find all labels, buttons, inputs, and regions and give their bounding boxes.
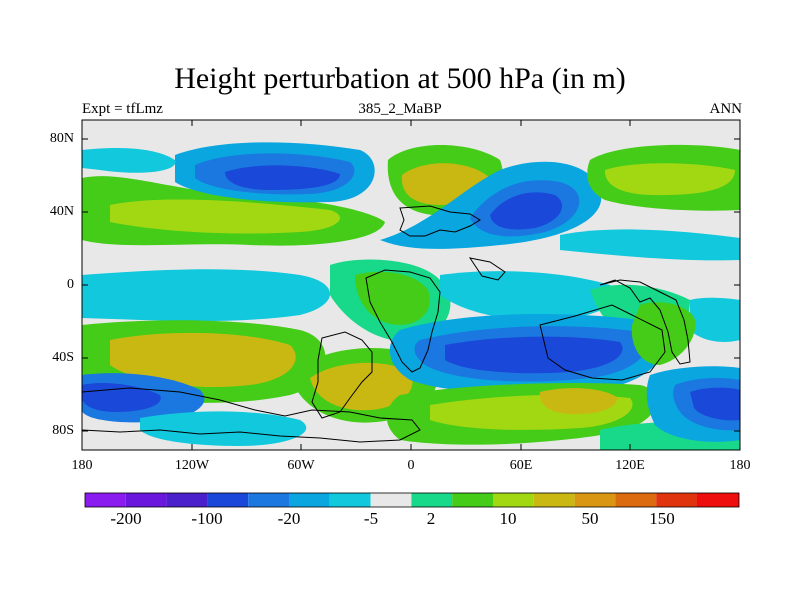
sh-pacific-yellow-high [110,332,296,388]
sh-southern-ocean-orange-core [539,388,618,415]
colorbar-label: -200 [110,509,142,528]
tropical-east-pacific-blue [690,297,740,342]
sh-atlantic-yellow-high [310,362,413,411]
colorbar-label: 50 [581,509,599,528]
x-tick-label: 180 [71,458,93,473]
colorbar-swatch [615,493,657,507]
colorbar-swatch [533,493,575,507]
colorbar-swatch [207,493,249,507]
nh-asia-deep-low [490,192,563,230]
colorbar-swatch [370,493,412,507]
colorbar-swatch [85,493,126,507]
arabia-outline [468,257,506,281]
colorbar-swatch [574,493,616,507]
colorbar-label: -5 [363,509,379,528]
tropical-light-blue-band [82,269,330,322]
sh-indian-deep-low [445,336,623,374]
colorbar-swatch [248,493,289,507]
y-tick-label: 0 [67,277,74,292]
y-tick-label: 40N [49,204,74,219]
colorbar-swatch [452,493,493,507]
case-label: 385_2_MaBP [358,101,442,117]
colorbar-label: 150 [649,509,675,528]
colorbar-swatch [697,493,739,507]
colorbar-swatch [656,493,697,507]
tropical-atlantic-lime [355,271,430,325]
nz-green-high [631,302,696,365]
x-tick-label: 180 [729,458,751,473]
x-tick-label: 120E [615,458,645,473]
colorbar-swatch [289,493,330,507]
australia-outline [539,304,666,381]
antarctica-outline [82,387,421,443]
colorbar-swatch [411,493,453,507]
nh-east-asia-yellow-high [604,163,735,196]
continent-outlines [82,205,691,443]
map-title: Height perturbation at 500 hPa (in m) [174,62,626,95]
axis-ticks [81,120,741,450]
colorbar-label: 10 [499,509,517,528]
nh-pacific-yellow-core [110,199,340,234]
x-tick-label: 120W [174,458,210,473]
colorbar-label: 2 [426,509,436,528]
colorbar-swatch [125,493,167,507]
colorbar [84,492,740,508]
sh-south-pacific-blue-ring [140,411,307,446]
colorbar-label: -100 [191,509,223,528]
nh-pacific-deep-low [225,165,340,190]
sh-east-pacific-deep-low [690,387,740,421]
x-tick-label: 60W [287,458,315,473]
colorbar-label: -20 [277,509,301,528]
y-tick-label: 80N [49,131,74,146]
x-tick-label: 60E [509,458,533,473]
x-tick-label: 0 [407,458,415,473]
colorbar-swatch [329,493,371,507]
colorbar-swatch [166,493,208,507]
colorbar-frame [84,492,740,508]
nh-tropics-light-band [560,229,740,261]
colorbar-swatch [493,493,534,507]
map-field [82,120,740,450]
season-label: ANN [709,101,743,117]
experiment-label: Expt = tfLmz [82,101,163,117]
y-tick-label: 80S [52,423,74,438]
africa-outline [365,269,441,373]
south-america-outline [311,331,373,419]
new-zealand-outline [599,279,691,365]
europe-outline [399,205,481,237]
tropical-indian-blue [440,271,617,321]
y-tick-label: 40S [52,350,74,365]
nh-pacific-light-band [82,148,176,173]
